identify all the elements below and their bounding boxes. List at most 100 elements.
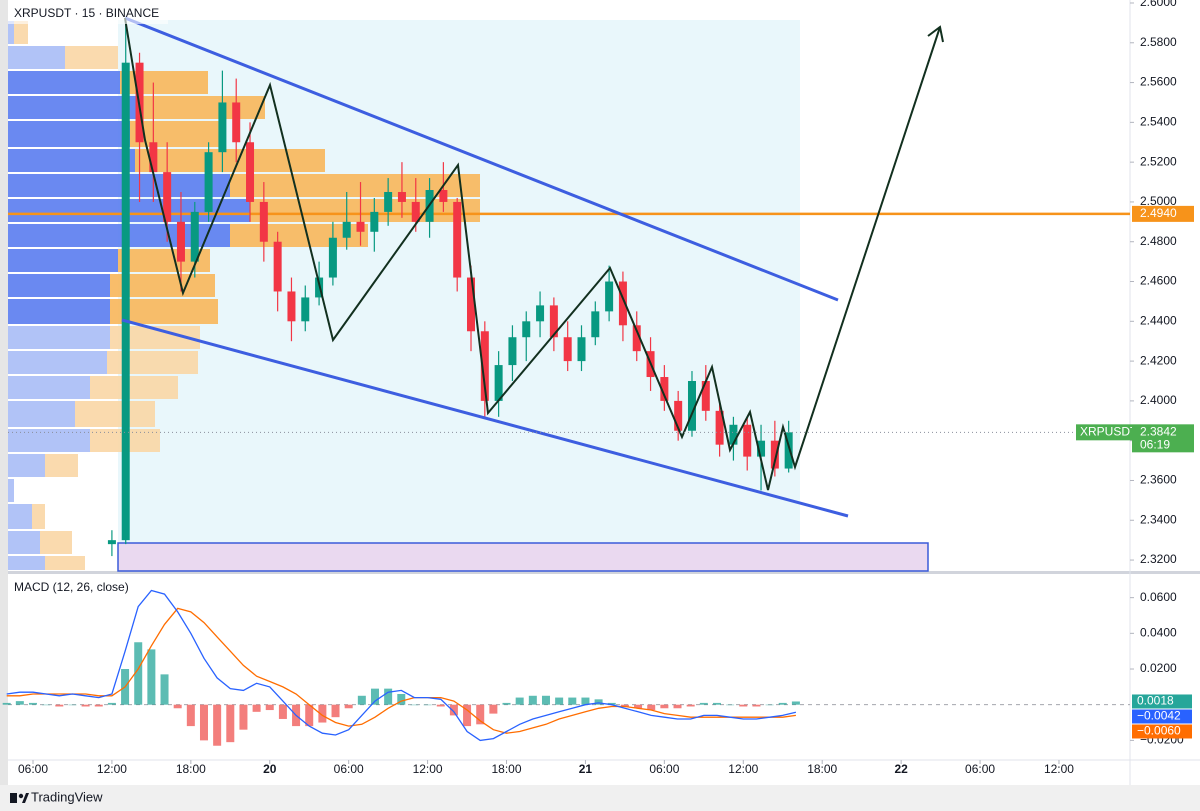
y-tick-label: 2.5400 <box>1140 115 1177 129</box>
y-tick-label: 2.3400 <box>1140 512 1177 526</box>
candle-body <box>397 191 406 202</box>
histogram-bar <box>528 695 537 705</box>
volume-profile-buy <box>8 299 110 324</box>
last-price-box <box>1132 424 1194 453</box>
volume-profile-buy <box>8 21 14 44</box>
histogram-bar <box>647 704 656 711</box>
histogram-bar <box>607 702 616 705</box>
histogram-bar <box>712 702 721 705</box>
x-tick-label: 12:00 <box>1044 762 1074 776</box>
histogram-bar <box>15 701 24 705</box>
pane-separator <box>8 571 1200 574</box>
y-tick-label: 2.3200 <box>1140 552 1177 566</box>
volume-profile-buy <box>8 429 90 452</box>
y-tick-label: 2.4200 <box>1140 353 1177 367</box>
volume-profile-buy <box>8 224 230 247</box>
candle-body <box>563 337 572 362</box>
footer-bar <box>0 785 1200 811</box>
candle-body <box>729 424 738 445</box>
histogram-bar <box>94 704 103 707</box>
signal-value-box <box>1132 724 1192 739</box>
candle-body <box>536 305 545 322</box>
histogram-bar <box>134 642 143 705</box>
symbol-label: XRPUSDT <box>1080 425 1138 439</box>
candle-body <box>259 201 268 242</box>
candle-body <box>605 281 614 312</box>
x-tick-label: 12:00 <box>728 762 758 776</box>
candle-body <box>107 540 116 545</box>
volume-profile-sell <box>75 401 155 427</box>
histogram-bar <box>226 704 235 743</box>
x-tick-label: 12:00 <box>413 762 443 776</box>
candle-body <box>549 305 558 338</box>
plot-layer <box>2 2 1134 764</box>
y-tick-label: 2.4000 <box>1140 393 1177 407</box>
candle-body <box>301 297 310 322</box>
candle-body <box>701 380 710 411</box>
candle-body <box>508 337 517 366</box>
histogram-bar <box>423 704 432 706</box>
last-price-label: 2.3842 <box>1140 425 1177 439</box>
macd-value-label: −0.0042 <box>1137 709 1181 723</box>
x-tick-label: 18:00 <box>492 762 522 776</box>
histogram-bar <box>42 704 51 706</box>
candle-body <box>176 221 185 262</box>
candle-body <box>467 277 476 332</box>
volume-profile-sell <box>250 199 480 222</box>
histogram-bar <box>147 649 156 705</box>
histogram-bar <box>791 701 800 705</box>
histogram-bar <box>370 688 379 705</box>
volume-profile-buy <box>8 174 230 197</box>
volume-profile-buy <box>8 121 130 147</box>
histogram-bar <box>28 702 37 705</box>
volume-profile-sell <box>135 149 325 172</box>
y-tick-label: 2.4400 <box>1140 313 1177 327</box>
histogram-bar <box>726 704 735 706</box>
y-tick-label: 2.5200 <box>1140 154 1177 168</box>
volume-profile-buy <box>8 274 110 297</box>
volume-profile-sell <box>65 46 118 69</box>
x-tick-label: 18:00 <box>807 762 837 776</box>
candle-body <box>632 325 641 352</box>
volume-profile-sell <box>110 326 200 349</box>
trendline-lower <box>121 318 849 518</box>
histogram-bar <box>594 699 603 705</box>
histogram-bar <box>305 704 314 727</box>
histogram-bar <box>449 704 458 716</box>
x-tick-label: 12:00 <box>97 762 127 776</box>
volume-profile-buy <box>8 149 135 172</box>
histogram-bar <box>752 704 761 707</box>
volume-profile-buy <box>8 249 118 272</box>
y-tick-label: 2.5600 <box>1140 75 1177 89</box>
candle-body <box>149 142 158 173</box>
histogram-bar <box>252 704 261 712</box>
volume-profile-buy <box>8 504 32 529</box>
histogram-bar <box>476 704 485 725</box>
y-tick-label: 2.4800 <box>1140 234 1177 248</box>
x-tick-label: 18:00 <box>176 762 206 776</box>
candle-body <box>273 241 282 292</box>
candle-body <box>384 191 393 212</box>
candle-body <box>232 102 241 143</box>
candle-body <box>591 311 600 338</box>
trendline-upper <box>124 16 839 302</box>
candle-body <box>246 142 255 202</box>
candle-body <box>163 172 172 222</box>
histogram-value-box <box>1132 694 1192 709</box>
histogram-bar <box>765 704 774 706</box>
title-backdrop <box>8 4 168 24</box>
histogram-bar <box>55 704 64 707</box>
symbol-label-box <box>1076 424 1132 441</box>
volume-profile-sell <box>45 556 85 570</box>
y-tick-label: 2.4600 <box>1140 274 1177 288</box>
histogram-value-label: 0.0018 <box>1137 694 1174 708</box>
y-tick-label: 0.0600 <box>1140 590 1177 604</box>
histogram-bar <box>634 704 643 709</box>
wave-path <box>124 17 941 491</box>
demand-zone <box>117 542 929 572</box>
histogram-bar <box>502 702 511 705</box>
y-tick-label: 0.0400 <box>1140 626 1177 640</box>
volume-profile-buy <box>8 531 40 554</box>
volume-profile-buy <box>8 96 138 119</box>
candle-body <box>618 281 627 326</box>
